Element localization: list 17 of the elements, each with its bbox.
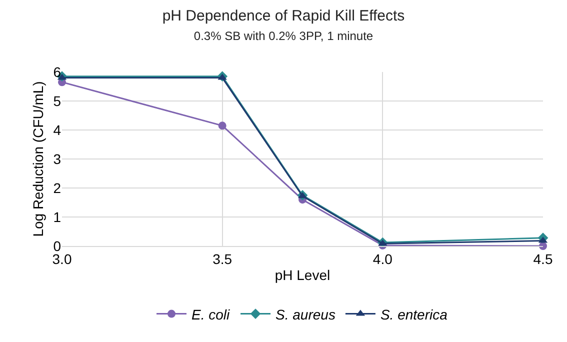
legend-label: S. enterica [380,306,448,322]
y-tick-label: 2 [53,180,62,196]
x-tick-label: 4.0 [372,250,393,267]
point [218,122,226,130]
chart-subtitle: 0.3% SB with 0.2% 3PP, 1 minute [194,29,374,44]
y-tick-label: 6 [53,64,62,80]
legend-label: E. coli [192,306,231,322]
y-tick-label: 1 [53,208,62,225]
y-axis-title: Log Reduction (CFU/mL) [30,81,46,237]
chart-title: pH Dependence of Rapid Kill Effects [162,8,405,25]
y-tick-label: 3 [53,150,62,167]
x-axis-title: pH Level [274,267,330,284]
x-tick-label: 3.5 [212,250,232,267]
x-tick-label: 4.5 [533,250,553,267]
y-tick-label: 4 [53,122,62,138]
y-tick-label: 5 [53,92,62,109]
legend-label: S. aureus [276,306,336,322]
